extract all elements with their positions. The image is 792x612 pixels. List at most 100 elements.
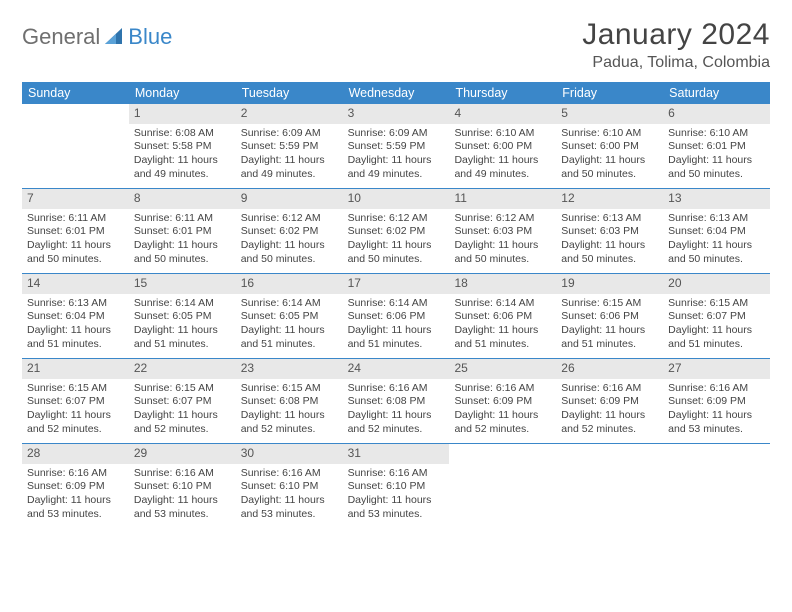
calendar-day-cell: 17Sunrise: 6:14 AMSunset: 6:06 PMDayligh… xyxy=(343,274,450,358)
calendar-day-cell: 7Sunrise: 6:11 AMSunset: 6:01 PMDaylight… xyxy=(22,189,129,273)
day-number: 29 xyxy=(129,444,236,464)
weekday-header: Wednesday xyxy=(343,82,450,104)
day-number: 20 xyxy=(663,274,770,294)
calendar-day-cell: 12Sunrise: 6:13 AMSunset: 6:03 PMDayligh… xyxy=(556,189,663,273)
calendar-day-cell: 11Sunrise: 6:12 AMSunset: 6:03 PMDayligh… xyxy=(449,189,556,273)
page-header: General Blue January 2024 Padua, Tolima,… xyxy=(22,18,770,72)
day-number: 13 xyxy=(663,189,770,209)
day-detail: Sunrise: 6:15 AMSunset: 6:06 PMDaylight:… xyxy=(556,294,663,356)
day-detail: Sunrise: 6:14 AMSunset: 6:06 PMDaylight:… xyxy=(343,294,450,356)
day-detail: Sunrise: 6:10 AMSunset: 6:00 PMDaylight:… xyxy=(449,124,556,186)
day-detail: Sunrise: 6:12 AMSunset: 6:02 PMDaylight:… xyxy=(343,209,450,271)
weekday-header: Tuesday xyxy=(236,82,343,104)
calendar-week-row: 7Sunrise: 6:11 AMSunset: 6:01 PMDaylight… xyxy=(22,188,770,273)
brand-text-2: Blue xyxy=(128,24,172,50)
calendar-day-cell xyxy=(449,444,556,528)
day-detail: Sunrise: 6:16 AMSunset: 6:09 PMDaylight:… xyxy=(22,464,129,526)
day-number: 19 xyxy=(556,274,663,294)
day-number: 4 xyxy=(449,104,556,124)
day-detail: Sunrise: 6:15 AMSunset: 6:07 PMDaylight:… xyxy=(129,379,236,441)
day-number: 26 xyxy=(556,359,663,379)
title-block: January 2024 Padua, Tolima, Colombia xyxy=(582,18,770,72)
calendar-day-cell: 13Sunrise: 6:13 AMSunset: 6:04 PMDayligh… xyxy=(663,189,770,273)
month-title: January 2024 xyxy=(582,18,770,52)
calendar-day-cell: 27Sunrise: 6:16 AMSunset: 6:09 PMDayligh… xyxy=(663,359,770,443)
calendar-weeks: 1Sunrise: 6:08 AMSunset: 5:58 PMDaylight… xyxy=(22,104,770,528)
day-detail: Sunrise: 6:13 AMSunset: 6:03 PMDaylight:… xyxy=(556,209,663,271)
day-number: 14 xyxy=(22,274,129,294)
day-detail: Sunrise: 6:15 AMSunset: 6:08 PMDaylight:… xyxy=(236,379,343,441)
calendar-day-cell: 5Sunrise: 6:10 AMSunset: 6:00 PMDaylight… xyxy=(556,104,663,188)
calendar-day-cell: 20Sunrise: 6:15 AMSunset: 6:07 PMDayligh… xyxy=(663,274,770,358)
day-number: 5 xyxy=(556,104,663,124)
day-number: 24 xyxy=(343,359,450,379)
calendar-week-row: 1Sunrise: 6:08 AMSunset: 5:58 PMDaylight… xyxy=(22,104,770,188)
weekday-header: Monday xyxy=(129,82,236,104)
calendar-day-cell: 4Sunrise: 6:10 AMSunset: 6:00 PMDaylight… xyxy=(449,104,556,188)
day-number: 23 xyxy=(236,359,343,379)
day-number: 6 xyxy=(663,104,770,124)
day-number: 11 xyxy=(449,189,556,209)
calendar-day-cell: 6Sunrise: 6:10 AMSunset: 6:01 PMDaylight… xyxy=(663,104,770,188)
day-number: 30 xyxy=(236,444,343,464)
calendar-day-cell xyxy=(22,104,129,188)
day-detail: Sunrise: 6:10 AMSunset: 6:01 PMDaylight:… xyxy=(663,124,770,186)
day-number: 15 xyxy=(129,274,236,294)
calendar-day-cell: 22Sunrise: 6:15 AMSunset: 6:07 PMDayligh… xyxy=(129,359,236,443)
calendar-day-cell: 29Sunrise: 6:16 AMSunset: 6:10 PMDayligh… xyxy=(129,444,236,528)
day-detail: Sunrise: 6:13 AMSunset: 6:04 PMDaylight:… xyxy=(663,209,770,271)
location-subtitle: Padua, Tolima, Colombia xyxy=(582,54,770,72)
day-number-bar xyxy=(663,444,770,464)
brand-logo: General Blue xyxy=(22,18,172,50)
day-detail: Sunrise: 6:09 AMSunset: 5:59 PMDaylight:… xyxy=(236,124,343,186)
calendar-day-cell: 26Sunrise: 6:16 AMSunset: 6:09 PMDayligh… xyxy=(556,359,663,443)
day-detail: Sunrise: 6:14 AMSunset: 6:06 PMDaylight:… xyxy=(449,294,556,356)
day-detail: Sunrise: 6:16 AMSunset: 6:09 PMDaylight:… xyxy=(556,379,663,441)
day-number: 1 xyxy=(129,104,236,124)
day-detail: Sunrise: 6:10 AMSunset: 6:00 PMDaylight:… xyxy=(556,124,663,186)
calendar-day-cell: 2Sunrise: 6:09 AMSunset: 5:59 PMDaylight… xyxy=(236,104,343,188)
calendar-day-cell: 16Sunrise: 6:14 AMSunset: 6:05 PMDayligh… xyxy=(236,274,343,358)
day-number: 2 xyxy=(236,104,343,124)
day-number: 22 xyxy=(129,359,236,379)
day-number: 21 xyxy=(22,359,129,379)
brand-sail-icon xyxy=(104,25,126,50)
calendar-week-row: 28Sunrise: 6:16 AMSunset: 6:09 PMDayligh… xyxy=(22,443,770,528)
day-detail: Sunrise: 6:13 AMSunset: 6:04 PMDaylight:… xyxy=(22,294,129,356)
day-number: 25 xyxy=(449,359,556,379)
day-number: 8 xyxy=(129,189,236,209)
day-detail: Sunrise: 6:12 AMSunset: 6:03 PMDaylight:… xyxy=(449,209,556,271)
day-number-bar xyxy=(449,444,556,464)
day-detail: Sunrise: 6:09 AMSunset: 5:59 PMDaylight:… xyxy=(343,124,450,186)
day-detail: Sunrise: 6:11 AMSunset: 6:01 PMDaylight:… xyxy=(22,209,129,271)
day-detail: Sunrise: 6:16 AMSunset: 6:10 PMDaylight:… xyxy=(236,464,343,526)
calendar-day-cell xyxy=(556,444,663,528)
weekday-header: Thursday xyxy=(449,82,556,104)
calendar-week-row: 14Sunrise: 6:13 AMSunset: 6:04 PMDayligh… xyxy=(22,273,770,358)
calendar-day-cell: 14Sunrise: 6:13 AMSunset: 6:04 PMDayligh… xyxy=(22,274,129,358)
day-number: 17 xyxy=(343,274,450,294)
calendar-day-cell: 10Sunrise: 6:12 AMSunset: 6:02 PMDayligh… xyxy=(343,189,450,273)
day-number: 9 xyxy=(236,189,343,209)
day-detail: Sunrise: 6:16 AMSunset: 6:10 PMDaylight:… xyxy=(129,464,236,526)
day-detail: Sunrise: 6:16 AMSunset: 6:10 PMDaylight:… xyxy=(343,464,450,526)
calendar-grid: SundayMondayTuesdayWednesdayThursdayFrid… xyxy=(22,82,770,528)
weekday-header: Sunday xyxy=(22,82,129,104)
calendar-day-cell: 9Sunrise: 6:12 AMSunset: 6:02 PMDaylight… xyxy=(236,189,343,273)
day-detail: Sunrise: 6:16 AMSunset: 6:09 PMDaylight:… xyxy=(663,379,770,441)
weekday-header-row: SundayMondayTuesdayWednesdayThursdayFrid… xyxy=(22,82,770,104)
calendar-day-cell: 25Sunrise: 6:16 AMSunset: 6:09 PMDayligh… xyxy=(449,359,556,443)
calendar-day-cell: 24Sunrise: 6:16 AMSunset: 6:08 PMDayligh… xyxy=(343,359,450,443)
day-number: 27 xyxy=(663,359,770,379)
day-detail: Sunrise: 6:16 AMSunset: 6:09 PMDaylight:… xyxy=(449,379,556,441)
calendar-day-cell: 21Sunrise: 6:15 AMSunset: 6:07 PMDayligh… xyxy=(22,359,129,443)
day-detail: Sunrise: 6:14 AMSunset: 6:05 PMDaylight:… xyxy=(236,294,343,356)
day-number: 3 xyxy=(343,104,450,124)
day-number: 28 xyxy=(22,444,129,464)
weekday-header: Friday xyxy=(556,82,663,104)
calendar-day-cell: 1Sunrise: 6:08 AMSunset: 5:58 PMDaylight… xyxy=(129,104,236,188)
day-detail: Sunrise: 6:14 AMSunset: 6:05 PMDaylight:… xyxy=(129,294,236,356)
calendar-week-row: 21Sunrise: 6:15 AMSunset: 6:07 PMDayligh… xyxy=(22,358,770,443)
calendar-day-cell: 28Sunrise: 6:16 AMSunset: 6:09 PMDayligh… xyxy=(22,444,129,528)
day-number: 31 xyxy=(343,444,450,464)
